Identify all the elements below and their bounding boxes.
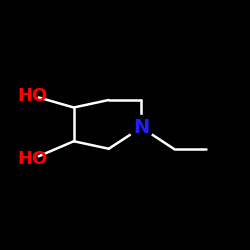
Circle shape [129,116,153,140]
Text: N: N [133,118,150,137]
Text: HO: HO [18,150,48,168]
Text: HO: HO [18,87,48,105]
